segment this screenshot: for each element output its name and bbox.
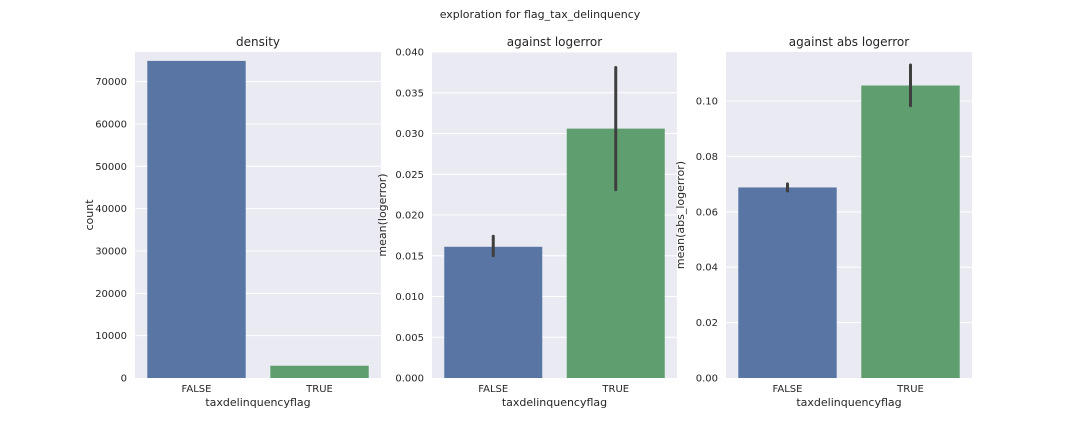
y-tick-label: 0.010 <box>395 292 424 303</box>
bar-false <box>444 246 543 378</box>
y-tick-label: 0.020 <box>395 211 424 222</box>
panel-title: against logerror <box>507 35 602 49</box>
x-tick-label: FALSE <box>773 384 803 395</box>
y-tick-label: 0.015 <box>395 251 424 262</box>
bar-true <box>861 85 960 379</box>
panel-against-logerror: 0.000 0.005 0.010 0.015 0.020 0.025 0.030 0.035… <box>376 35 677 409</box>
y-tick-label: 0.025 <box>395 170 424 181</box>
y-tick-label: 0.08 <box>696 152 718 163</box>
y-tick-label: 0.000 <box>395 374 424 385</box>
y-tick-label: 0.02 <box>696 318 718 329</box>
y-tick-label: 20000 <box>95 289 127 300</box>
y-tick-label: 40000 <box>95 204 127 215</box>
panel-against-abs-logerror: 0.00 0.02 0.04 0.06 0.08 0.10 FALSE TRUE against… <box>674 35 972 409</box>
x-tick-label: FALSE <box>182 384 212 395</box>
x-axis-label: taxdelinquencyflag <box>205 396 310 409</box>
y-tick-label: 30000 <box>95 246 127 257</box>
panel-title: density <box>236 35 280 49</box>
y-axis-label: count <box>83 199 96 231</box>
y-tick-label: 0 <box>121 374 127 385</box>
y-tick-label: 10000 <box>95 331 127 342</box>
y-axis-label: mean(logerror) <box>376 173 389 256</box>
x-tick-label: FALSE <box>478 384 508 395</box>
bar-false <box>738 187 837 378</box>
x-axis-label: taxdelinquencyflag <box>796 396 901 409</box>
y-tick-label: 0.06 <box>696 207 718 218</box>
y-tick-label: 0.10 <box>696 97 718 108</box>
y-tick-label: 0.035 <box>395 88 424 99</box>
y-axis-label: mean(abs_logerror) <box>674 161 687 269</box>
x-tick-label: TRUE <box>896 384 924 395</box>
y-tick-label: 50000 <box>95 162 127 173</box>
y-tick-label: 0.00 <box>696 374 718 385</box>
y-tick-label: 70000 <box>95 77 127 88</box>
figure-suptitle: exploration for flag_tax_delinquency <box>440 8 641 21</box>
panel-title: against abs logerror <box>789 35 909 49</box>
y-tick-label: 0.040 <box>395 48 424 59</box>
panel-density: 0 10000 20000 30000 40000 50000 60000 70000 FALS… <box>83 35 381 409</box>
y-tick-label: 0.005 <box>395 333 424 344</box>
x-tick-label: TRUE <box>305 384 333 395</box>
bar-false <box>147 60 246 379</box>
x-axis-label: taxdelinquencyflag <box>502 396 607 409</box>
y-tick-label: 0.04 <box>696 263 718 274</box>
x-tick-label: TRUE <box>601 384 629 395</box>
bar-true <box>270 365 369 378</box>
y-tick-label: 60000 <box>95 119 127 130</box>
y-tick-label: 0.030 <box>395 129 424 140</box>
